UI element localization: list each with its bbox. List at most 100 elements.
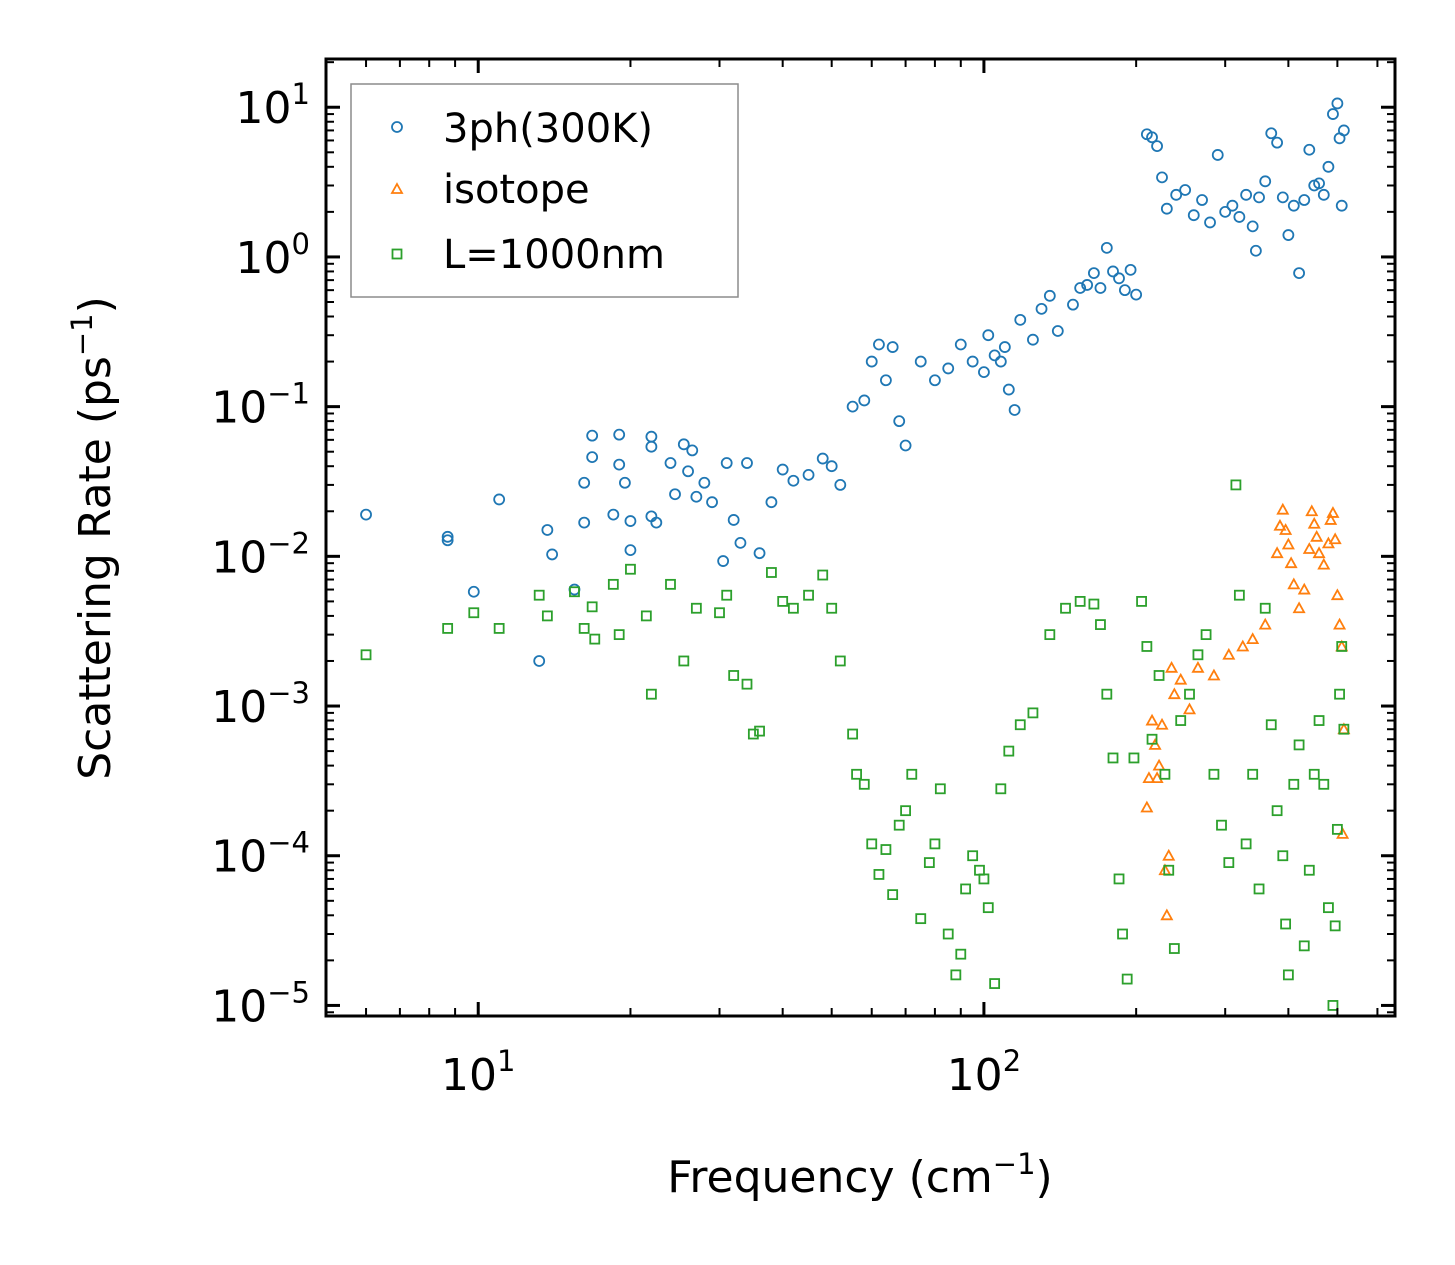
x-tick-base: 10 <box>947 1050 1003 1101</box>
data-point <box>914 355 927 368</box>
data-point <box>669 488 681 501</box>
data-point <box>640 610 652 622</box>
data-point <box>1323 902 1334 914</box>
data-point <box>1184 688 1195 700</box>
data-point <box>776 463 789 476</box>
data-point <box>1074 282 1087 294</box>
data-point <box>1276 191 1289 204</box>
data-point <box>1329 920 1341 932</box>
data-point <box>966 355 979 368</box>
data-point <box>360 508 372 521</box>
data-point <box>915 913 927 925</box>
data-point <box>994 355 1007 368</box>
data-point <box>1163 864 1175 876</box>
data-point <box>1284 556 1298 569</box>
data-point <box>1081 279 1094 291</box>
data-point <box>1322 160 1335 173</box>
x-tick-base: 10 <box>441 1050 497 1101</box>
data-point <box>1167 687 1181 700</box>
data-point <box>441 534 454 547</box>
data-point <box>834 479 847 491</box>
data-point <box>865 355 878 368</box>
data-point <box>1113 873 1125 885</box>
x-tick-exponent: 1 <box>497 1044 515 1078</box>
data-point <box>777 595 789 607</box>
data-point <box>1192 649 1204 661</box>
data-point <box>754 725 765 737</box>
data-point <box>1141 641 1153 652</box>
data-point <box>1282 969 1294 981</box>
data-point <box>1236 639 1250 652</box>
data-point <box>967 850 979 862</box>
data-point <box>1043 289 1056 302</box>
data-point <box>858 778 870 790</box>
data-point <box>664 457 677 469</box>
data-point <box>1160 202 1173 215</box>
data-point <box>803 589 814 601</box>
data-point <box>1153 670 1165 681</box>
data-point <box>1095 619 1106 630</box>
data-point <box>1233 211 1246 223</box>
y-tick-exponent: 1 <box>292 77 310 111</box>
y-tick-label: 10−2 <box>211 526 310 583</box>
data-point <box>1035 302 1048 315</box>
data-point <box>589 633 601 645</box>
data-point <box>1219 205 1232 218</box>
data-point <box>1271 136 1284 149</box>
data-point <box>1287 577 1301 590</box>
data-point <box>978 366 990 379</box>
data-point <box>1107 265 1119 278</box>
data-point <box>1273 518 1287 531</box>
data-point <box>1313 715 1325 726</box>
data-point <box>1204 216 1216 229</box>
data-point <box>1165 660 1179 673</box>
data-point <box>578 516 591 529</box>
data-point <box>578 476 591 489</box>
y-axis-unit-exponent: −1 <box>65 313 99 356</box>
data-point <box>717 555 730 567</box>
data-point <box>851 768 862 780</box>
data-point <box>1240 188 1253 201</box>
x-axis-unit-base: cm <box>926 1152 993 1203</box>
data-point <box>1182 702 1197 715</box>
data-point <box>734 536 747 549</box>
data-point <box>727 514 740 526</box>
data-point <box>1155 717 1169 730</box>
data-point <box>721 589 733 601</box>
data-point <box>1279 523 1293 535</box>
data-point <box>1051 325 1064 337</box>
data-point <box>1044 629 1056 641</box>
legend-marker-isotope <box>390 182 404 194</box>
y-tick-label: 10−3 <box>211 676 310 733</box>
data-point <box>765 496 778 509</box>
data-point <box>847 728 859 740</box>
data-point <box>1136 595 1147 607</box>
data-point <box>1226 199 1239 212</box>
data-point <box>1303 864 1315 876</box>
data-point <box>787 474 800 487</box>
data-point <box>1196 194 1208 206</box>
data-point <box>533 655 546 667</box>
data-point <box>1337 124 1350 137</box>
data-point <box>1187 209 1200 222</box>
data-point <box>982 902 994 914</box>
data-point <box>1331 97 1344 110</box>
data-point <box>1282 229 1295 241</box>
x-axis-unit-exponent: −1 <box>993 1147 1036 1181</box>
data-point <box>998 341 1011 353</box>
data-point <box>678 655 690 667</box>
legend-marker-boundary <box>391 248 403 260</box>
data-point <box>1156 171 1168 184</box>
data-point <box>1303 143 1316 156</box>
data-point <box>1259 175 1272 188</box>
data-point <box>1271 805 1283 817</box>
data-point <box>900 805 911 817</box>
data-point <box>747 728 759 740</box>
data-point <box>1101 688 1113 700</box>
data-point <box>1258 617 1272 630</box>
data-point <box>698 476 711 489</box>
data-point <box>954 338 967 351</box>
data-point <box>728 670 740 681</box>
data-point <box>834 655 846 667</box>
